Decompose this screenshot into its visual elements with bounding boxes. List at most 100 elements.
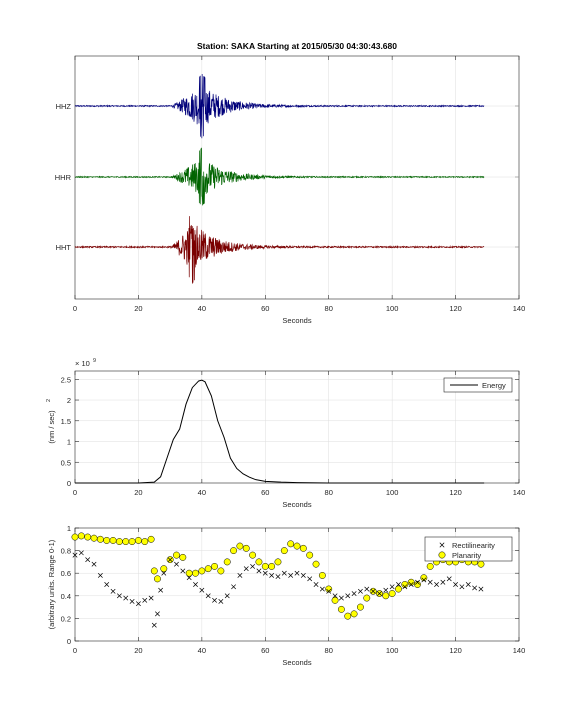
rectilinearity-point (129, 599, 135, 604)
rectilinearity-point (218, 599, 224, 604)
y-tick-label: 2.5 (61, 375, 71, 384)
rectilinearity-point (408, 582, 414, 587)
x-tick-label: 20 (134, 488, 142, 497)
x-axis-label: Seconds (282, 658, 311, 667)
y-tick-label: 1 (67, 524, 71, 533)
planarity-point (363, 594, 371, 602)
rectilinearity-point (161, 570, 167, 576)
rectilinearity-point (389, 584, 395, 590)
rectilinearity-point (269, 573, 275, 578)
x-tick-label: 40 (198, 488, 206, 497)
y-tick-label: 0.2 (61, 614, 71, 623)
rectilinearity-point (174, 561, 179, 567)
rectilinearity-point (415, 579, 420, 585)
rectilinearity-point (281, 570, 287, 576)
planarity-point (173, 551, 180, 559)
rectilinearity-point (72, 552, 78, 558)
rectilinearity-point (351, 591, 357, 596)
planarity-point (179, 553, 187, 561)
planarity-point (337, 605, 345, 613)
planarity-point (407, 578, 415, 586)
planarity-point (198, 567, 206, 575)
planarity-point (236, 542, 244, 550)
planarity-point (204, 565, 212, 573)
planarity-point (242, 544, 250, 552)
y-tick-label: 0.4 (61, 592, 71, 601)
rectilinearity-point (465, 582, 471, 587)
y-multiplier-exponent: 9 (93, 358, 96, 364)
x-axis-label: Seconds (282, 500, 311, 509)
rectilinearity-point (364, 586, 370, 592)
x-tick-label: 40 (198, 304, 206, 313)
rectilinearity-point (148, 595, 154, 601)
x-tick-label: 60 (261, 646, 269, 655)
rectilinearity-point (243, 566, 249, 572)
rectilinearity-point (472, 585, 478, 591)
planarity-point (249, 551, 257, 559)
y-axis-label: (arbitrary units. Range 0-1) (47, 539, 56, 629)
rectilinearity-point (91, 561, 97, 567)
y-tick-label: 2 (67, 396, 71, 405)
rectilinearity-point (78, 550, 84, 556)
rectilinearity-point (300, 573, 306, 578)
trace-hht (74, 216, 485, 284)
channel-label: HHR (55, 173, 72, 182)
rectilinearity-point (205, 593, 211, 599)
rectilinearity-point (262, 570, 268, 576)
planarity-point (154, 575, 161, 583)
rectilinearity-point (151, 622, 157, 628)
energy-line (75, 379, 485, 484)
rectilinearity-point (440, 579, 446, 585)
rectilinearity-point (199, 587, 205, 593)
y-tick-label: 0.6 (61, 569, 71, 578)
x-tick-label: 120 (449, 304, 462, 313)
y-tick-label: 1.5 (61, 417, 71, 426)
y-multiplier: × 10 (75, 359, 90, 368)
planarity-point (382, 592, 390, 600)
y-axis-label-group: (nm / sec) 2 (46, 399, 56, 444)
legend-swatch-planarity (438, 551, 446, 559)
planarity-point (150, 567, 158, 575)
planarity-point (160, 565, 168, 573)
rectilinearity-point (294, 570, 300, 576)
planarity-point (255, 558, 263, 566)
y-tick-label: 0.8 (61, 547, 71, 556)
planarity-point (312, 560, 320, 568)
x-axis-label: Seconds (282, 316, 311, 325)
planarity-point (344, 612, 352, 620)
channel-label: HHT (56, 243, 72, 252)
rectilinearity-point (158, 587, 164, 593)
planarity-point (230, 547, 238, 555)
x-tick-label: 20 (134, 304, 142, 313)
planarity-point (325, 585, 333, 593)
rectilinearity-point (110, 588, 116, 594)
planarity-point (90, 534, 98, 542)
rectilinearity-point (338, 595, 344, 601)
planarity-point (96, 535, 104, 543)
x-tick-label: 140 (513, 304, 526, 313)
planarity-point (71, 533, 79, 541)
planarity-point (128, 538, 136, 546)
rectilinearity-point (97, 573, 103, 578)
x-tick-label: 120 (449, 646, 462, 655)
rectilinearity-point (104, 582, 110, 587)
x-tick-label: 0 (73, 488, 77, 497)
axes-box (74, 55, 520, 300)
trace-hhz (74, 74, 485, 139)
y-axis-label-exponent: 2 (46, 399, 52, 402)
planarity-point (388, 590, 396, 597)
x-tick-label: 80 (325, 304, 333, 313)
y-tick-label: 0 (67, 479, 71, 488)
x-tick-label: 60 (261, 488, 269, 497)
rectilinearity-point (319, 586, 325, 592)
legend-swatch-rectilinearity (439, 542, 445, 548)
rectilinearity-point (275, 574, 281, 580)
rectilinearity-point (307, 576, 313, 582)
planarity-point (109, 536, 117, 544)
rectilinearity-point (237, 573, 243, 578)
planarity-point (84, 533, 92, 541)
planarity-point (414, 581, 421, 588)
x-tick-label: 80 (325, 646, 333, 655)
y-tick-label: 0.5 (61, 458, 71, 467)
rectilinearity-point (459, 584, 465, 590)
